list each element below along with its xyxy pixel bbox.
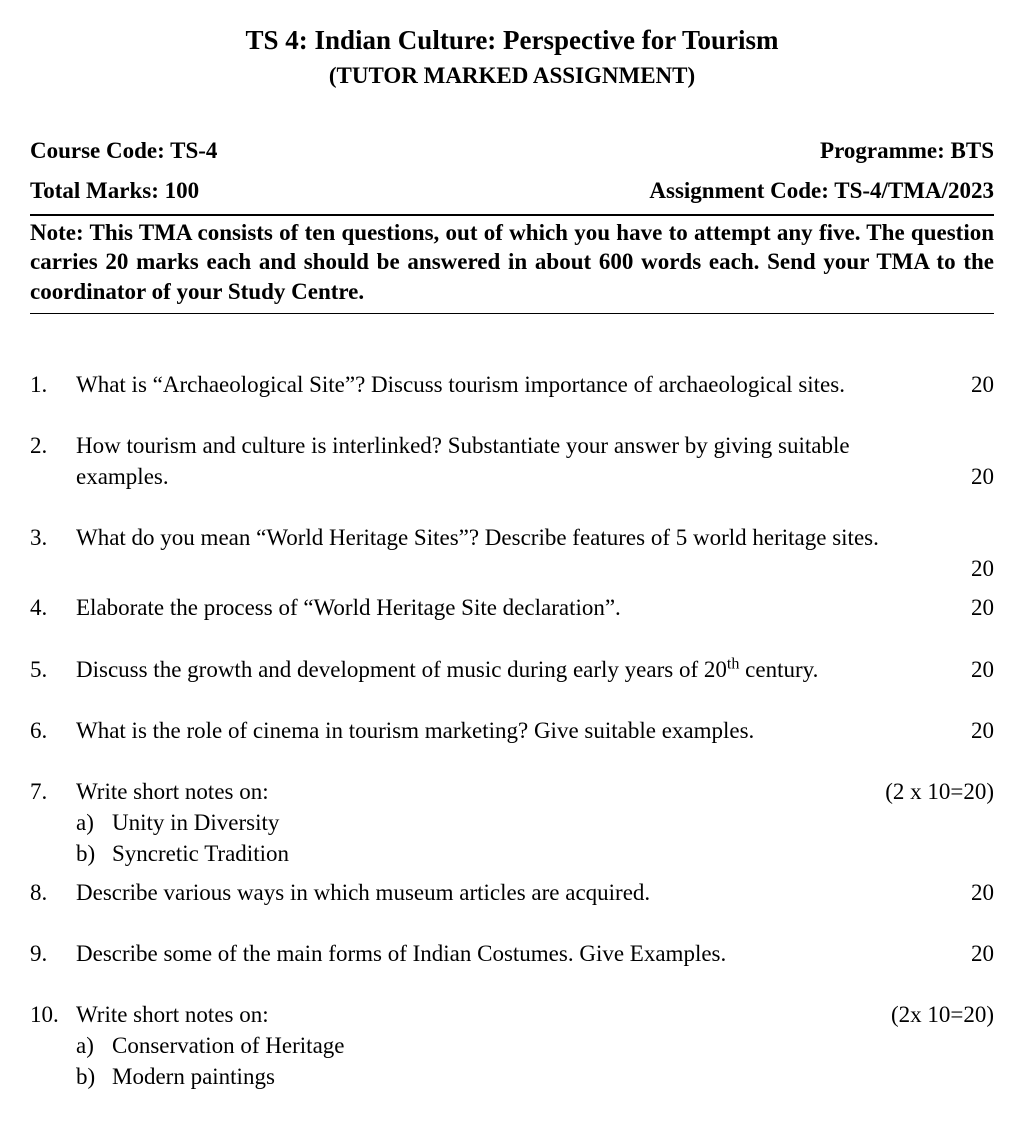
question-text: Describe some of the main forms of India… [76, 938, 874, 969]
question-marks: (2x 10=20) [874, 999, 994, 1030]
question-subitem: a)Unity in Diversity [76, 807, 994, 838]
question-text: Describe various ways in which museum ar… [76, 877, 874, 908]
note-body: This TMA consists of ten questions, out … [30, 220, 994, 305]
question-number: 5. [30, 654, 76, 685]
total-marks: Total Marks: 100 [30, 171, 370, 210]
question-marks: 20 [874, 430, 994, 492]
question-text: What do you mean “World Heritage Sites”?… [76, 522, 994, 553]
subitem-text: Unity in Diversity [112, 810, 279, 835]
course-code: Course Code: TS-4 [30, 131, 370, 170]
assignment-code: Assignment Code: TS-4/TMA/2023 [370, 171, 994, 210]
divider [30, 313, 994, 314]
question-text: What is “Archaeological Site”? Discuss t… [76, 369, 874, 400]
subitem-label: a) [76, 1030, 112, 1061]
note-text: Note: This TMA consists of ten questions… [30, 218, 994, 312]
question-text: How tourism and culture is interlinked? … [76, 430, 874, 492]
question-number: 3. [30, 522, 76, 553]
subitem-label: a) [76, 807, 112, 838]
question-text: Elaborate the process of “World Heritage… [76, 592, 874, 623]
page-subtitle: (TUTOR MARKED ASSIGNMENT) [30, 60, 994, 91]
question-number: 8. [30, 877, 76, 908]
question-marks: 20 [874, 715, 994, 746]
question-marks: 20 [874, 592, 994, 623]
question-number: 1. [30, 369, 76, 400]
note-prefix: Note: [30, 220, 84, 245]
question-text: Write short notes on: [76, 776, 874, 807]
question-marks: 20 [874, 553, 994, 584]
question-subitem: b)Syncretic Tradition [76, 838, 994, 869]
question-number: 7. [30, 776, 76, 807]
questions-list: 1.What is “Archaeological Site”? Discuss… [30, 369, 994, 1092]
question-number: 2. [30, 430, 76, 492]
page-title: TS 4: Indian Culture: Perspective for To… [30, 22, 994, 58]
subitem-label: b) [76, 1061, 112, 1092]
question-marks: 20 [874, 938, 994, 969]
question-text: What is the role of cinema in tourism ma… [76, 715, 874, 746]
question-marks: 20 [874, 369, 994, 400]
subitem-text: Syncretic Tradition [112, 841, 289, 866]
subitem-text: Modern paintings [112, 1064, 275, 1089]
question-subitem: a)Conservation of Heritage [76, 1030, 994, 1061]
question-subitem: b)Modern paintings [76, 1061, 994, 1092]
question-marks: (2 x 10=20) [874, 776, 994, 807]
programme: Programme: BTS [370, 131, 994, 170]
subitem-label: b) [76, 838, 112, 869]
question-number: 6. [30, 715, 76, 746]
question-marks: 20 [874, 877, 994, 908]
question-marks: 20 [874, 654, 994, 685]
divider [30, 214, 994, 216]
question-text: Write short notes on: [76, 999, 874, 1030]
subitem-text: Conservation of Heritage [112, 1033, 344, 1058]
question-text: Discuss the growth and development of mu… [76, 654, 874, 685]
question-number: 4. [30, 592, 76, 623]
question-number: 10. [30, 999, 76, 1030]
header-info: Course Code: TS-4 Programme: BTS Total M… [30, 131, 994, 209]
question-number: 9. [30, 938, 76, 969]
